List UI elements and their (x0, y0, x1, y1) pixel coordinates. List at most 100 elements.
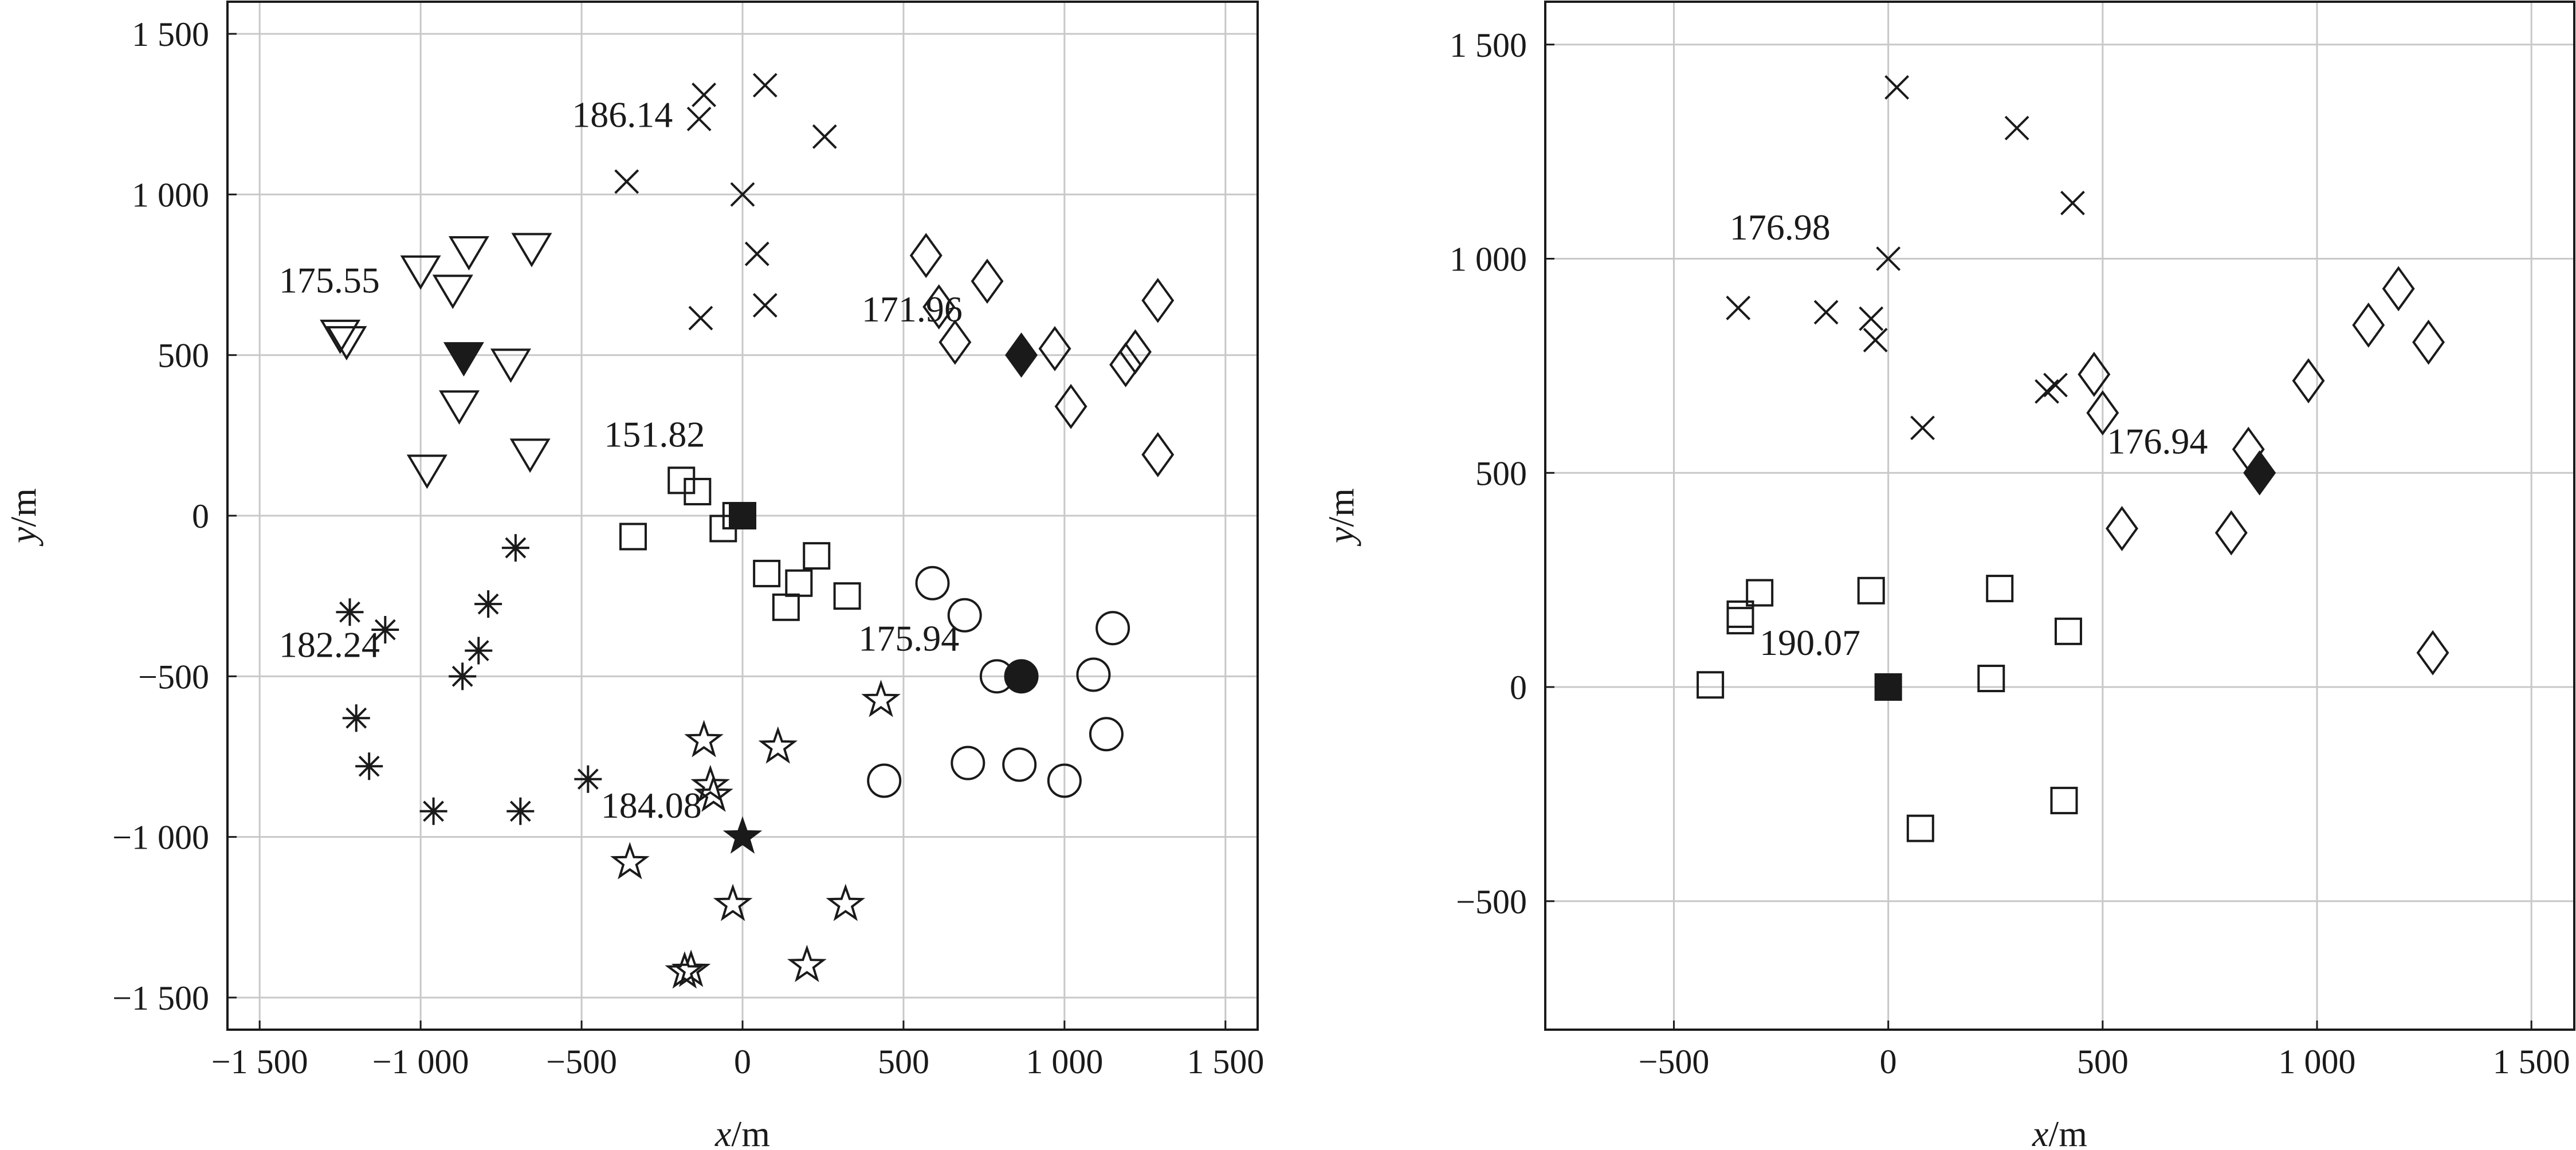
cross-marker (1726, 296, 1751, 320)
diamond-marker (2086, 390, 2119, 436)
asterisk-marker (342, 704, 370, 732)
y-axis-label: y/m (3, 488, 44, 547)
cross-marker (1910, 415, 1935, 441)
square-marker (753, 559, 781, 587)
cross-marker (692, 83, 716, 107)
circle-marker (1047, 763, 1082, 798)
diamond-marker (2078, 351, 2111, 397)
star-marker (694, 774, 733, 812)
star-marker (684, 720, 724, 757)
triangle-down-marker (511, 233, 552, 268)
triangle-down-marker (320, 319, 361, 354)
filled-diamond-marker (2243, 450, 2276, 496)
x-tick-label: −1 500 (211, 1043, 308, 1081)
triangle-down-marker (326, 326, 367, 361)
y-tick-label: 1 500 (132, 15, 209, 53)
y-tick-label: −1 000 (112, 819, 209, 857)
diamond-marker (1038, 326, 1071, 371)
asterisk-marker (501, 534, 529, 562)
star-marker (671, 949, 711, 987)
x-axis-label: x/m (2032, 1113, 2087, 1150)
square-marker (1906, 814, 1934, 842)
asterisk-marker (465, 637, 493, 665)
cross-marker (1884, 75, 1910, 100)
asterisk-marker (336, 598, 364, 626)
cross-marker (614, 169, 639, 194)
star-marker (861, 680, 901, 717)
cross-marker (688, 305, 713, 331)
triangle-down-marker (448, 236, 489, 271)
value-annotation: 184.08 (601, 785, 702, 826)
square-marker (1746, 579, 1774, 607)
y-tick-label: 1 500 (1450, 26, 1527, 64)
filled-square-marker (1874, 673, 1902, 701)
circle-marker (1002, 747, 1037, 782)
plot-frame (1544, 1, 2575, 1031)
diamond-marker (2382, 266, 2415, 312)
cross-marker (744, 241, 769, 266)
x-tick-label: 1 500 (1187, 1043, 1264, 1081)
filled-star-marker (722, 816, 763, 854)
x-tick-label: 1 000 (2279, 1043, 2356, 1081)
triangle-down-marker (509, 438, 551, 473)
asterisk-marker (371, 616, 399, 644)
diamond-marker (938, 319, 972, 365)
x-tick-label: 1 000 (1026, 1043, 1103, 1081)
value-annotation: 176.98 (1730, 207, 1831, 248)
value-annotation: 186.14 (572, 95, 673, 135)
square-marker (619, 523, 647, 551)
asterisk-marker (449, 662, 477, 690)
star-marker (826, 884, 866, 921)
diamond-marker (909, 233, 943, 278)
diamond-marker (2416, 630, 2449, 676)
cross-marker (812, 124, 837, 149)
x-tick-label: 500 (878, 1043, 929, 1081)
y-axis-label: y/m (1321, 488, 1361, 547)
value-annotation: 190.07 (1760, 622, 1860, 663)
circle-marker (1089, 717, 1124, 752)
x-tick-label: −500 (546, 1043, 617, 1081)
square-marker (1857, 576, 1885, 605)
square-marker (833, 582, 861, 610)
diamond-marker (922, 284, 956, 330)
star-marker (610, 842, 650, 880)
filled-diamond-marker (1005, 332, 1038, 378)
cross-marker (1876, 246, 1901, 271)
x-tick-label: 0 (734, 1043, 751, 1081)
cross-marker (2060, 190, 2085, 215)
cross-marker (686, 107, 712, 132)
cross-marker (1813, 300, 1839, 325)
diamond-marker (971, 258, 1004, 304)
cross-marker (1859, 306, 1884, 331)
star-marker (787, 944, 827, 983)
filled-square-marker (729, 502, 756, 529)
y-tick-label: −1 500 (112, 979, 209, 1017)
diamond-marker (1119, 329, 1152, 375)
left-scatter-panel: −1 500 −1 000 −500 0 500 1 000 1 500 −1 500 −1 0… (3, 1, 1264, 1150)
x-axis-label: x/m (714, 1113, 770, 1150)
cross-marker (1863, 328, 1888, 352)
value-annotation: 175.94 (858, 618, 959, 658)
x-tick-label: 1 500 (2493, 1043, 2570, 1081)
square-marker (1697, 671, 1725, 699)
cross-marker (752, 293, 777, 318)
square-marker (667, 466, 696, 494)
diamond-marker (2412, 319, 2445, 365)
star-marker (758, 726, 798, 764)
asterisk-marker (419, 797, 447, 825)
y-tick-label: 500 (1475, 454, 1527, 492)
value-annotation: 151.82 (604, 414, 705, 454)
cross-marker (730, 182, 755, 207)
x-tick-label: −500 (1639, 1043, 1710, 1081)
diamond-marker (2292, 358, 2325, 403)
diamond-marker (1141, 277, 1175, 323)
circle-marker (1076, 657, 1111, 692)
circle-marker (951, 745, 985, 780)
star-marker (713, 884, 753, 921)
triangle-down-marker (439, 390, 480, 425)
cross-marker (2043, 372, 2068, 398)
y-tick-label: 1 000 (1450, 241, 1527, 278)
square-marker (1726, 607, 1754, 635)
triangle-down-marker (432, 274, 473, 309)
